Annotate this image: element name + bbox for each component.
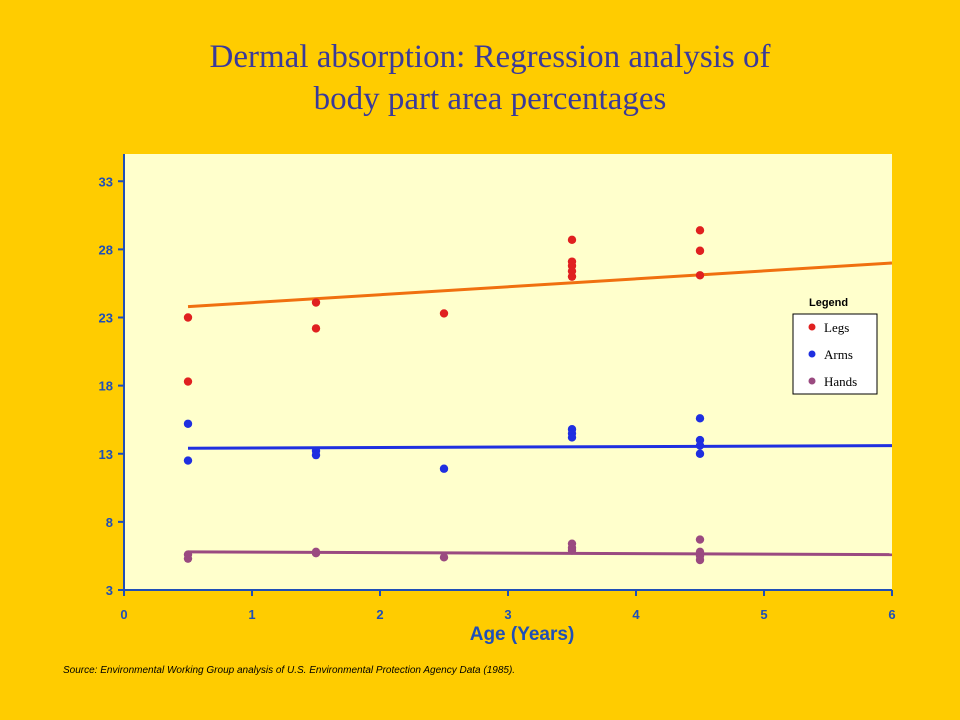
data-point-hands	[439, 553, 449, 562]
y-tick-label: 13	[99, 447, 113, 462]
data-point-legs	[311, 324, 321, 333]
legend-label-hands: Hands	[824, 374, 857, 389]
title-line-1: Dermal absorption: Regression analysis o…	[209, 39, 771, 75]
data-point-arms	[183, 419, 193, 428]
y-tick-label: 3	[106, 583, 113, 598]
legend-label-legs: Legs	[824, 320, 849, 335]
legend-marker-hands	[808, 377, 816, 385]
data-point-arms	[567, 433, 577, 442]
data-point-hands	[183, 554, 193, 563]
legend-title: Legend	[809, 297, 848, 309]
data-point-arms	[695, 414, 705, 423]
x-tick-label: 4	[632, 607, 640, 622]
data-point-arms	[695, 449, 705, 458]
source-note: Source: Environmental Working Group anal…	[63, 665, 516, 676]
data-point-legs	[567, 272, 577, 281]
data-point-hands	[311, 549, 321, 558]
data-point-legs	[567, 235, 577, 245]
x-tick-label: 6	[888, 607, 895, 622]
y-tick-label: 23	[99, 311, 113, 326]
x-tick-label: 0	[120, 607, 127, 622]
y-tick-label: 33	[99, 174, 113, 189]
data-point-hands	[695, 555, 705, 565]
y-tick-label: 18	[99, 379, 113, 394]
data-point-legs	[695, 226, 705, 235]
trendline-hands	[187, 550, 893, 557]
data-point-legs	[695, 246, 705, 255]
data-point-legs	[183, 313, 193, 322]
data-point-arms	[183, 456, 193, 465]
data-point-legs	[311, 298, 321, 307]
plot-area	[124, 154, 892, 590]
chart-title: Dermal absorption: Regression analysis o…	[0, 36, 960, 120]
data-point-arms	[695, 441, 705, 450]
x-tick-label: 3	[504, 607, 511, 622]
legend-box	[792, 313, 878, 395]
data-point-legs	[183, 377, 193, 386]
data-point-legs	[439, 309, 449, 318]
legend-marker-arms	[808, 350, 816, 358]
x-tick-label: 2	[376, 607, 383, 622]
data-point-hands	[695, 535, 705, 544]
legend-label-arms: Arms	[824, 347, 853, 362]
x-tick-label: 5	[760, 607, 767, 622]
x-axis-title: Age (Years)	[470, 624, 575, 645]
y-tick-label: 8	[106, 515, 113, 530]
y-tick-label: 28	[99, 242, 113, 257]
title-line-2: body part area percentages	[313, 81, 667, 117]
trendline-legs	[187, 261, 893, 309]
x-tick-label: 1	[248, 607, 255, 622]
data-point-legs	[695, 271, 705, 280]
data-point-hands	[567, 546, 577, 555]
trendline-arms	[187, 444, 893, 450]
data-point-arms	[439, 464, 449, 473]
data-point-arms	[311, 450, 321, 460]
legend-marker-legs	[808, 323, 816, 331]
